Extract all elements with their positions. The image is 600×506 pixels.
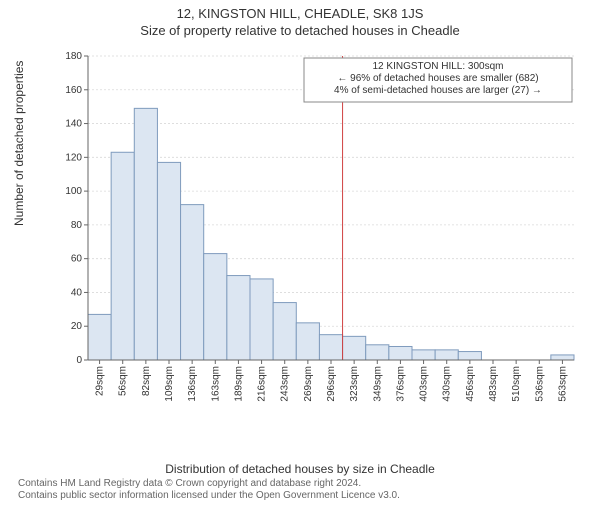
histogram-bar xyxy=(111,152,134,360)
histogram-bar xyxy=(250,279,273,360)
x-tick-label: 376sqm xyxy=(395,366,406,402)
x-tick-label: 563sqm xyxy=(557,366,568,402)
histogram-bar xyxy=(157,162,180,360)
x-tick-label: 430sqm xyxy=(442,366,453,402)
histogram-bar xyxy=(273,303,296,360)
y-tick-label: 160 xyxy=(65,85,82,96)
y-tick-label: 120 xyxy=(65,152,82,163)
x-tick-label: 189sqm xyxy=(233,366,244,402)
annotation-line3: 4% of semi-detached houses are larger (2… xyxy=(334,85,542,96)
x-tick-label: 296sqm xyxy=(326,366,337,402)
y-tick-label: 40 xyxy=(71,287,83,298)
x-tick-label: 483sqm xyxy=(488,366,499,402)
x-tick-label: 536sqm xyxy=(534,366,545,402)
histogram-bar xyxy=(227,276,250,360)
y-tick-label: 0 xyxy=(76,355,82,366)
annotation-line1: 12 KINGSTON HILL: 300sqm xyxy=(373,61,504,72)
histogram-bar xyxy=(389,346,412,360)
histogram-bar xyxy=(366,345,389,360)
y-tick-label: 20 xyxy=(71,321,83,332)
histogram-bar xyxy=(458,352,481,360)
histogram-bar xyxy=(204,254,227,360)
y-tick-label: 140 xyxy=(65,119,82,130)
y-tick-label: 80 xyxy=(71,220,83,231)
histogram-bar xyxy=(435,350,458,360)
footer-line1: Contains HM Land Registry data © Crown c… xyxy=(18,478,400,490)
x-tick-label: 216sqm xyxy=(257,366,268,402)
y-tick-label: 180 xyxy=(65,51,82,62)
histogram-bar xyxy=(551,355,574,360)
histogram-bar xyxy=(296,323,319,360)
histogram-bar xyxy=(319,335,342,360)
annotation-line2: ← 96% of detached houses are smaller (68… xyxy=(337,73,538,84)
x-tick-label: 109sqm xyxy=(164,366,175,402)
histogram-bar xyxy=(134,108,157,360)
x-tick-label: 136sqm xyxy=(187,366,198,402)
histogram-plot: 0 20 40 60 80 100 120 140 160 180 29sqm 56sqm 82sqm 1… xyxy=(60,50,580,410)
y-tick-label: 100 xyxy=(65,186,82,197)
histogram-bar xyxy=(343,336,366,360)
histogram-bar xyxy=(412,350,435,360)
x-tick-label: 56sqm xyxy=(118,366,129,396)
x-tick-label: 29sqm xyxy=(95,366,106,396)
histogram-bar xyxy=(88,314,111,360)
footer-line2: Contains public sector information licen… xyxy=(18,490,400,502)
footer-attribution: Contains HM Land Registry data © Crown c… xyxy=(18,478,400,502)
x-tick-label: 510sqm xyxy=(511,366,522,402)
chart-area: 0 20 40 60 80 100 120 140 160 180 29sqm 56sqm 82sqm 1… xyxy=(60,50,580,410)
x-tick-label: 456sqm xyxy=(465,366,476,402)
y-tick-label: 60 xyxy=(71,254,83,265)
x-tick-label: 403sqm xyxy=(419,366,430,402)
x-tick-label: 269sqm xyxy=(303,366,314,402)
x-tick-label: 243sqm xyxy=(280,366,291,402)
y-axis-label: Number of detached properties xyxy=(12,61,26,226)
x-axis-label: Distribution of detached houses by size … xyxy=(0,462,600,476)
histogram-bar xyxy=(181,205,204,360)
x-tick-label: 349sqm xyxy=(372,366,383,402)
page-title-address: 12, KINGSTON HILL, CHEADLE, SK8 1JS xyxy=(0,6,600,21)
page-title-subtitle: Size of property relative to detached ho… xyxy=(0,23,600,38)
x-tick-label: 163sqm xyxy=(210,366,221,402)
x-tick-label: 323sqm xyxy=(349,366,360,402)
x-tick-label: 82sqm xyxy=(141,366,152,396)
